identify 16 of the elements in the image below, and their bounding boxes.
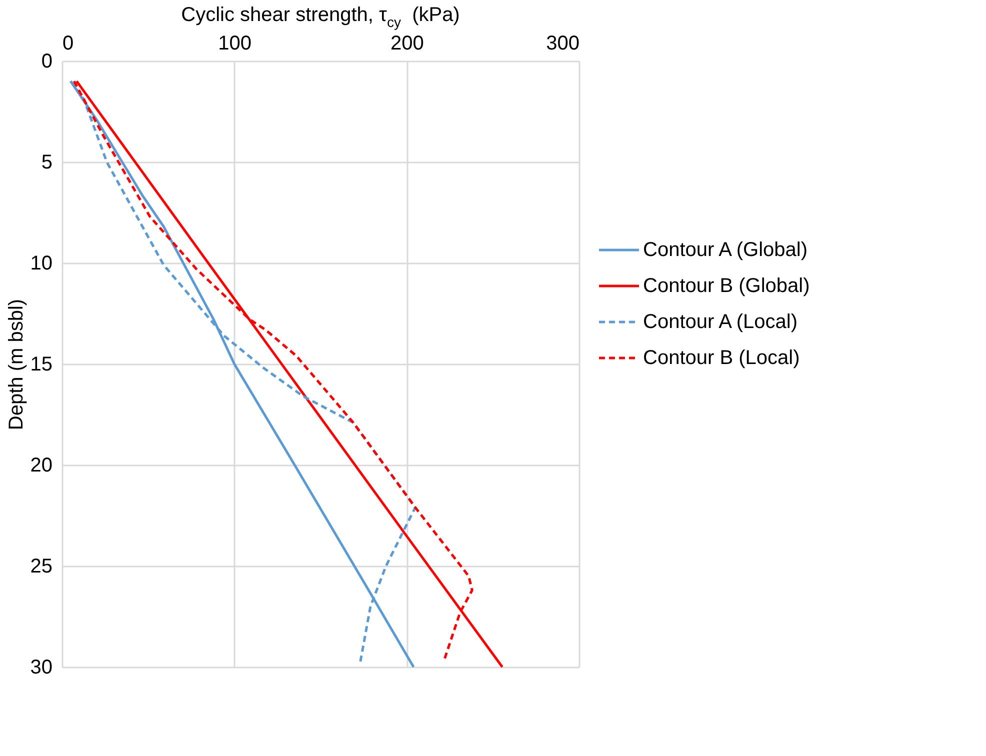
y-tick-label: 20 xyxy=(30,454,52,476)
y-axis-title: Depth (m bsbl) xyxy=(5,298,28,430)
x-tick-label: 0 xyxy=(62,32,74,54)
x-tick-label: 100 xyxy=(218,32,252,54)
legend-label: Contour A (Global) xyxy=(643,239,808,261)
y-tick-label: 15 xyxy=(30,354,52,376)
y-tick-label: 5 xyxy=(41,152,52,174)
legend-label: Contour A (Local) xyxy=(643,311,798,333)
y-tick-label: 30 xyxy=(30,656,52,678)
x-tick-label: 300 xyxy=(546,32,580,54)
y-tick-label: 0 xyxy=(41,50,52,72)
y-tick-label: 25 xyxy=(30,556,52,578)
x-tick-label: 200 xyxy=(390,32,424,54)
legend-label: Contour B (Global) xyxy=(643,275,810,297)
y-tick-label: 10 xyxy=(30,252,52,274)
legend-label: Contour B (Local) xyxy=(643,347,800,369)
